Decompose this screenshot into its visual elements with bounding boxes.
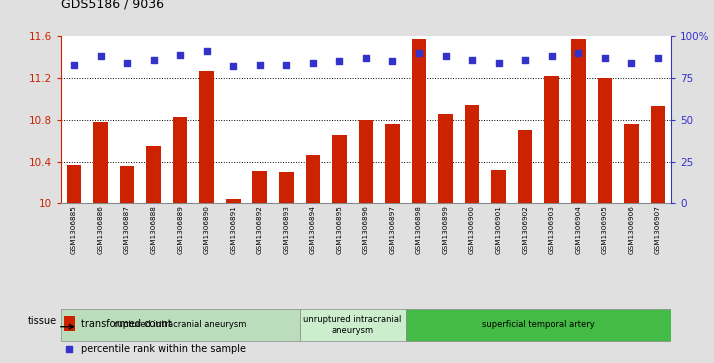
Point [466,57,478,62]
FancyBboxPatch shape [406,309,671,341]
Text: GDS5186 / 9036: GDS5186 / 9036 [61,0,164,11]
Point [413,50,425,56]
Point [440,53,451,59]
Bar [279,172,293,203]
Point [254,62,266,68]
Point [360,55,371,61]
Text: ruptured intracranial aneurysm: ruptured intracranial aneurysm [114,321,246,329]
Text: unruptured intracranial
aneurysm: unruptured intracranial aneurysm [303,315,402,335]
Point [201,48,212,54]
Bar [598,78,612,203]
Bar [518,130,533,203]
Bar [120,166,134,203]
Point [493,60,504,66]
Bar [438,114,453,203]
Point [121,60,133,66]
Bar [173,117,188,203]
Point [148,57,159,62]
Point [387,58,398,64]
FancyBboxPatch shape [300,309,406,341]
Point [573,50,584,56]
Bar [64,316,75,331]
Bar [226,199,241,203]
Text: percentile rank within the sample: percentile rank within the sample [81,344,246,354]
Bar [544,76,559,203]
Point [333,58,345,64]
Bar [412,40,426,203]
Point [652,55,663,61]
Bar [385,124,400,203]
Bar [332,135,347,203]
Point [438,238,449,244]
Bar [358,120,373,203]
Point [625,60,637,66]
Point [599,55,610,61]
Point [228,64,239,69]
Bar [491,170,506,203]
Bar [66,165,81,203]
FancyBboxPatch shape [61,309,300,341]
Bar [306,155,320,203]
Bar [571,40,585,203]
Bar [199,71,214,203]
Point [174,52,186,58]
Text: transformed count: transformed count [81,318,171,329]
Text: tissue: tissue [27,315,56,326]
Bar [465,105,479,203]
Point [281,62,292,68]
Bar [146,146,161,203]
Point [307,60,318,66]
Point [546,53,558,59]
Bar [94,122,108,203]
Point [69,62,80,68]
Point [95,53,106,59]
Bar [650,106,665,203]
Point [520,57,531,62]
Text: superficial temporal artery: superficial temporal artery [482,321,595,329]
Bar [253,171,267,203]
Bar [624,124,638,203]
